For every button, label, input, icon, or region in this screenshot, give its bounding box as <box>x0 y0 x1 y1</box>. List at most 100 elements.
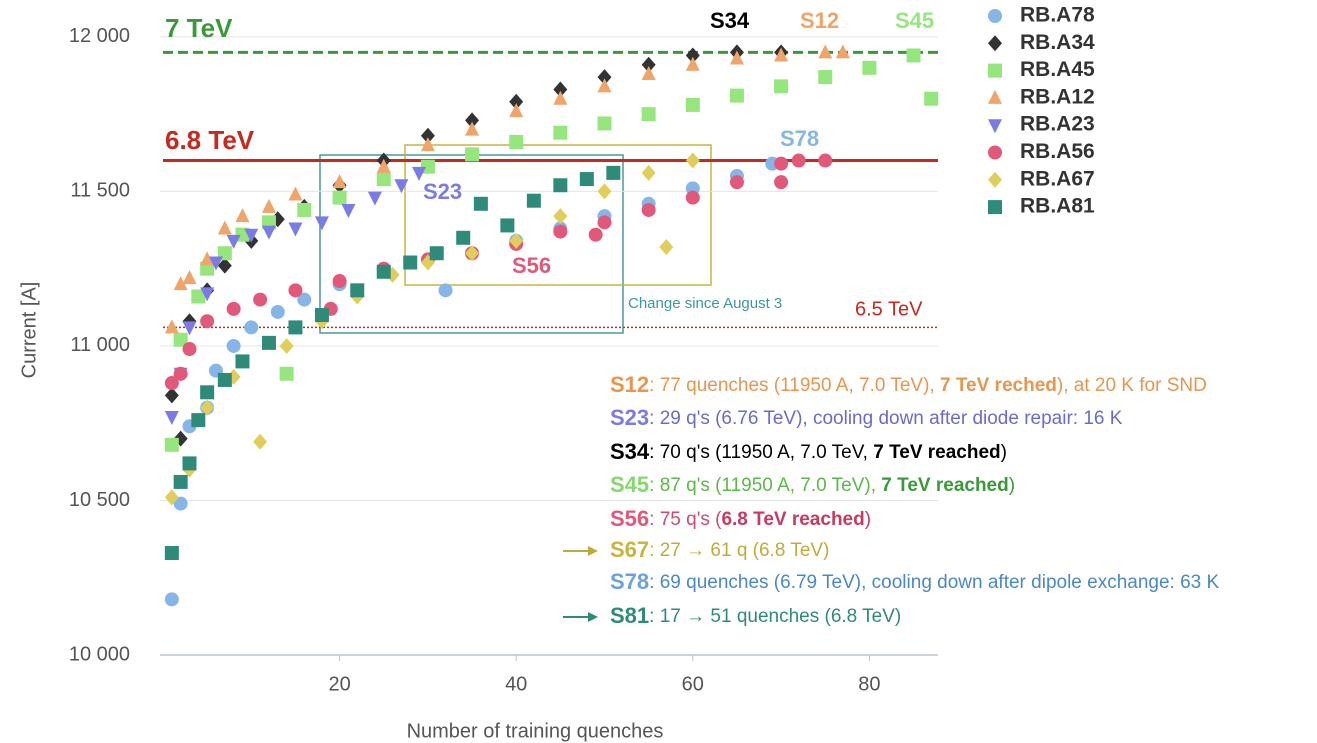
point <box>509 103 524 118</box>
point <box>403 255 418 270</box>
point <box>164 489 179 506</box>
point <box>261 335 276 350</box>
x-tick-label: 20 <box>328 673 350 695</box>
point <box>341 203 356 218</box>
point <box>173 276 188 291</box>
point <box>438 283 453 298</box>
point <box>394 179 409 194</box>
legend-label: RB.A45 <box>1020 58 1095 81</box>
point <box>579 172 594 187</box>
point <box>988 9 1002 23</box>
note-part: 6.8 TeV reached <box>721 509 864 530</box>
point <box>412 166 427 181</box>
point <box>526 193 541 208</box>
note-part: S67 <box>610 537 649 562</box>
point <box>270 304 285 319</box>
point <box>261 225 276 240</box>
point <box>685 97 700 112</box>
note-part: : 77 quenches (11950 A, 7.0 TeV), <box>649 375 940 396</box>
point <box>182 269 197 284</box>
point <box>200 399 215 416</box>
note-part: ) <box>1001 442 1007 463</box>
point <box>164 411 179 426</box>
point <box>906 48 921 63</box>
point <box>835 44 850 59</box>
point <box>729 50 744 65</box>
legend-label: RB.A81 <box>1020 195 1095 218</box>
x-axis-label: Number of training quenches <box>407 720 664 742</box>
point <box>818 153 833 168</box>
point <box>253 292 268 307</box>
point <box>261 198 276 213</box>
legend-label: RB.A34 <box>1020 31 1095 54</box>
point <box>173 366 188 381</box>
sector-label: S34 <box>710 8 750 33</box>
point <box>509 232 524 249</box>
reference-label: 7 TeV <box>165 13 233 43</box>
point <box>685 190 700 205</box>
point <box>597 116 612 131</box>
sector-label: S78 <box>780 126 819 151</box>
y-tick-label: 12 000 <box>69 25 130 47</box>
teal-box <box>319 154 624 334</box>
point <box>774 47 789 62</box>
legend-label: RB.A78 <box>1020 4 1095 27</box>
point <box>862 60 877 75</box>
point <box>420 137 435 152</box>
point <box>553 224 568 239</box>
point <box>606 165 621 180</box>
note-part: : 29 q's (6.76 TeV), cooling down after … <box>649 408 1123 429</box>
legend-label: RB.A23 <box>1020 113 1095 136</box>
point <box>685 47 700 64</box>
arrow <box>563 546 598 556</box>
point <box>226 338 241 353</box>
point <box>244 228 259 243</box>
point <box>924 91 939 106</box>
point <box>350 283 365 298</box>
point <box>217 220 232 235</box>
y-tick-label: 10 500 <box>69 489 130 511</box>
point <box>253 433 268 450</box>
note-part: S34 <box>610 439 650 464</box>
note-line: S12: 77 quenches (11950 A, 7.0 TeV), 7 T… <box>610 372 1207 397</box>
note-part: 7 TeV reached <box>873 442 1000 463</box>
x-tick-label: 60 <box>682 673 704 695</box>
note-line: S45: 87 q's (11950 A, 7.0 TeV), 7 TeV re… <box>610 472 1015 497</box>
point <box>182 321 197 336</box>
point <box>182 342 197 357</box>
point <box>279 337 294 354</box>
note-part: : 27 → 61 q (6.8 TeV) <box>649 540 829 561</box>
point <box>200 287 215 302</box>
point <box>641 65 656 80</box>
note-line: S81: 17 → 51 quenches (6.8 TeV) <box>610 603 901 628</box>
point <box>500 218 515 233</box>
y-axis-label: Current [A] <box>18 282 40 379</box>
point <box>314 216 329 231</box>
point <box>553 81 568 98</box>
sector-label: S12 <box>800 8 839 33</box>
point <box>164 546 179 561</box>
note-line: S34: 70 q's (11950 A, 7.0 TeV, 7 TeV rea… <box>610 439 1007 464</box>
reference-label: 6.5 TeV <box>855 298 923 320</box>
point <box>509 93 524 110</box>
point <box>279 366 294 381</box>
point <box>685 152 700 169</box>
note-part: S81 <box>610 603 649 628</box>
point <box>597 78 612 93</box>
point <box>988 171 1002 188</box>
point <box>200 251 215 266</box>
note-part: S23 <box>610 405 649 430</box>
point <box>235 208 250 223</box>
point <box>332 174 347 189</box>
point <box>314 308 329 323</box>
point <box>465 112 480 129</box>
note-line: S78: 69 quenches (6.79 TeV), cooling dow… <box>610 569 1220 594</box>
sector-label: S56 <box>512 253 551 278</box>
point <box>164 387 179 404</box>
x-tick-label: 40 <box>505 673 527 695</box>
point <box>173 496 188 511</box>
point <box>226 301 241 316</box>
point <box>217 372 232 387</box>
point <box>173 474 188 489</box>
